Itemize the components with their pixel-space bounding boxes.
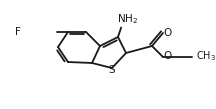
Text: F: F xyxy=(15,27,21,37)
Text: CH$_3$: CH$_3$ xyxy=(196,49,216,63)
Text: O: O xyxy=(164,28,172,38)
Text: NH$_2$: NH$_2$ xyxy=(118,12,139,26)
Text: S: S xyxy=(109,65,115,75)
Text: O: O xyxy=(164,51,172,61)
